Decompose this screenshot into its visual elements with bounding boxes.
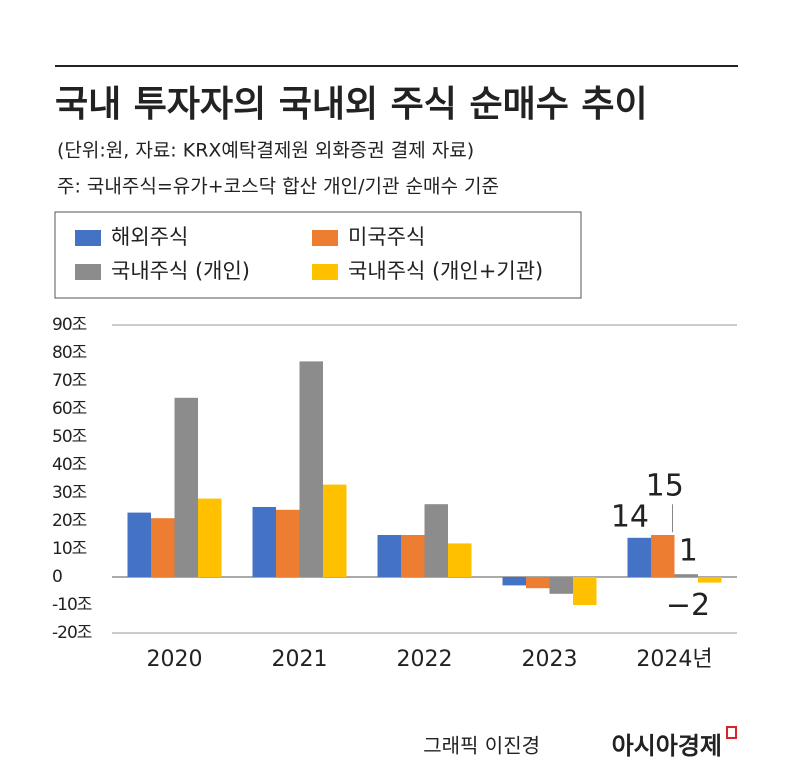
x-tick-label: 2023 <box>522 647 578 672</box>
bar <box>401 535 425 577</box>
bar <box>651 535 675 577</box>
brand: 아시아경제 <box>612 732 722 760</box>
chart-title: 국내 투자자의 국내외 주식 순매수 추이 <box>55 84 648 125</box>
bar <box>323 484 347 577</box>
bar <box>151 518 175 577</box>
x-tick-label: 2021 <box>272 647 328 672</box>
legend-label: 해외주식 <box>111 225 188 249</box>
y-tick-label: 30조 <box>52 483 87 503</box>
bar <box>448 543 472 577</box>
legend-swatch <box>75 264 101 280</box>
bar <box>252 507 276 577</box>
bar <box>674 574 698 577</box>
y-tick-label: -10조 <box>52 595 92 615</box>
y-tick-label: 0 <box>52 567 62 587</box>
brand-icon <box>726 726 737 739</box>
legend-swatch <box>312 230 338 246</box>
bar <box>627 537 651 577</box>
bar <box>377 535 401 577</box>
y-tick-label: 10조 <box>52 539 87 559</box>
x-tick-label: 2022 <box>397 647 453 672</box>
y-tick-label: 90조 <box>52 315 87 335</box>
bar <box>198 498 222 577</box>
legend-label: 미국주식 <box>348 225 425 249</box>
credit: 그래픽 이진경 <box>423 734 540 758</box>
bar <box>526 577 550 589</box>
bar <box>502 577 526 586</box>
y-tick-label: -20조 <box>52 623 92 643</box>
chart-subtitle: (단위:원, 자료: KRX예탁결제원 외화증권 결제 자료) <box>57 140 474 162</box>
value-label: 15 <box>646 469 684 504</box>
legend-box <box>54 211 582 299</box>
legend-swatch <box>312 264 338 280</box>
bar <box>276 509 300 577</box>
bar <box>549 577 573 594</box>
bar <box>299 361 323 577</box>
bar <box>127 512 151 577</box>
bar <box>698 577 722 583</box>
legend-label: 국내주식 (개인) <box>111 259 250 283</box>
bar <box>573 577 597 605</box>
y-tick-label: 50조 <box>52 427 87 447</box>
value-label: −2 <box>666 588 710 623</box>
legend-swatch <box>75 230 101 246</box>
y-tick-label: 60조 <box>52 399 87 419</box>
x-tick-label: 2024년 <box>636 647 712 672</box>
y-tick-label: 40조 <box>52 455 87 475</box>
value-label: 14 <box>611 499 649 534</box>
legend-label: 국내주식 (개인+기관) <box>348 259 543 283</box>
y-tick-label: 70조 <box>52 371 87 391</box>
y-tick-label: 80조 <box>52 343 87 363</box>
y-tick-label: 20조 <box>52 511 87 531</box>
bar <box>424 504 448 577</box>
value-label: 1 <box>679 534 698 569</box>
chart-note: 주: 국내주식=유가+코스닥 합산 개인/기관 순매수 기준 <box>57 176 499 198</box>
bar <box>174 397 198 577</box>
x-tick-label: 2020 <box>147 647 203 672</box>
